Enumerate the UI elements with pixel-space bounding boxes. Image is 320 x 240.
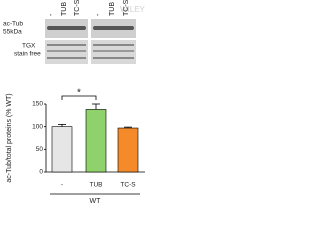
y-tick-label: 150 bbox=[32, 101, 43, 108]
band bbox=[47, 26, 86, 30]
row-label: 55kDa bbox=[3, 29, 22, 36]
figure: ac-Tub 55kDa TGX stain free WILEY - TUB TC… bbox=[3, 0, 146, 205]
x-tick-label: - bbox=[61, 182, 63, 189]
lane-label: TC-S bbox=[74, 0, 81, 16]
group-label: WT bbox=[90, 198, 102, 205]
y-tick-label: 100 bbox=[32, 123, 43, 130]
bar bbox=[85, 109, 107, 173]
lane-label: - bbox=[95, 13, 102, 16]
lane-label: TUB bbox=[61, 2, 68, 16]
significance-bracket bbox=[61, 95, 97, 100]
x-tick-label: TC-S bbox=[120, 182, 136, 189]
band bbox=[47, 57, 86, 59]
row-label: ac-Tub bbox=[3, 21, 23, 28]
band bbox=[93, 57, 134, 59]
band bbox=[93, 44, 134, 46]
y-label: ac-Tub/total proteins (% WT) bbox=[6, 93, 13, 182]
row-label: TGX bbox=[22, 43, 36, 50]
y-tick-label: 50 bbox=[36, 146, 44, 153]
x-tick-label: TUB bbox=[90, 182, 103, 189]
lane-label: - bbox=[48, 13, 55, 16]
watermark: WILEY bbox=[120, 5, 146, 14]
band bbox=[93, 50, 134, 52]
annotation: * bbox=[77, 88, 81, 99]
bar bbox=[117, 127, 139, 173]
lane-label: TUB bbox=[109, 2, 116, 16]
band bbox=[47, 50, 86, 52]
bands bbox=[47, 26, 134, 59]
row-label: stain free bbox=[14, 51, 41, 58]
bar bbox=[51, 126, 73, 173]
band bbox=[93, 26, 134, 30]
y-tick-label: 0 bbox=[39, 169, 43, 176]
lane-label: TC-S bbox=[123, 0, 130, 16]
band bbox=[47, 44, 86, 46]
